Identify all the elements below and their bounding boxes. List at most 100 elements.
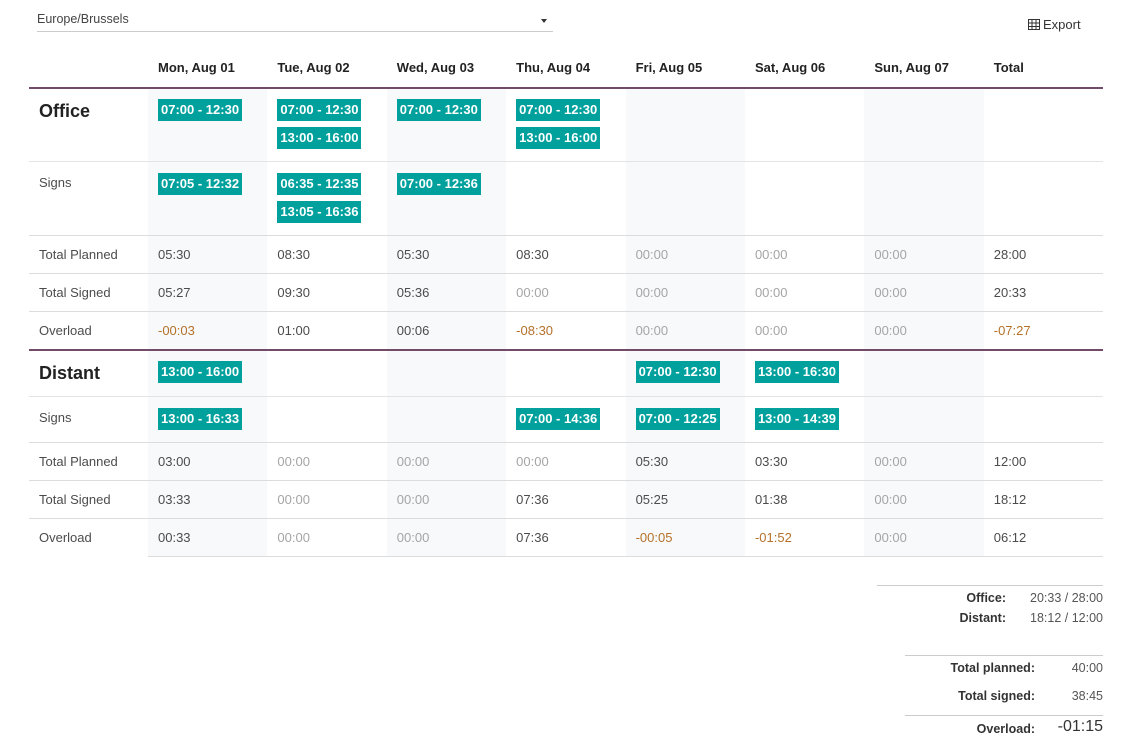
shift-badge[interactable]: 13:05 - 16:36 <box>277 201 362 223</box>
value-cell: 00:00 <box>864 518 984 557</box>
value-cell: 01:00 <box>267 311 387 351</box>
column-header: Sat, Aug 06 <box>744 47 865 89</box>
shift-badge[interactable]: 07:00 - 14:36 <box>516 408 601 430</box>
day-cell: 07:00 - 14:36 <box>506 396 626 443</box>
value-cell: 05:30 <box>625 442 745 481</box>
value-cell: 00:00 <box>864 442 984 481</box>
shift-badge[interactable]: 07:00 - 12:30 <box>277 99 362 121</box>
row-label: Total Signed <box>29 273 148 312</box>
value-cell: 09:30 <box>267 273 387 312</box>
value-cell: 00:00 <box>267 480 387 519</box>
value-cell: 05:30 <box>148 235 268 274</box>
day-cell: 13:00 - 14:39 <box>744 396 865 443</box>
row-label: Office <box>39 101 91 121</box>
total-row: Total Signed 05:27 09:30 05:36 00:00 00:00 00:… <box>29 273 1104 312</box>
day-cell <box>625 88 745 162</box>
shift-badge[interactable]: 13:00 - 16:00 <box>277 127 362 149</box>
summary-value: 38:45 <box>1071 689 1103 703</box>
value-cell: 08:30 <box>506 235 626 274</box>
summary-value: 40:00 <box>1071 661 1103 675</box>
row-label: Total Signed <box>29 480 148 519</box>
value-cell: 18:12 <box>983 480 1104 519</box>
value-cell: 05:30 <box>386 235 507 274</box>
column-header: Total <box>983 47 1104 89</box>
corner <box>29 47 148 89</box>
value-cell: 00:00 <box>864 273 984 312</box>
shift-badge[interactable]: 13:00 - 16:30 <box>754 361 840 383</box>
value-cell: -01:52 <box>744 518 865 557</box>
total-cell <box>984 350 1103 397</box>
shift-badge[interactable]: 13:00 - 16:00 <box>516 127 601 149</box>
day-cell <box>625 161 745 236</box>
value-cell: 00:00 <box>386 480 507 519</box>
day-cell <box>864 350 984 397</box>
shift-badge[interactable]: 07:00 - 12:30 <box>516 99 601 121</box>
value-cell: 00:00 <box>625 235 745 274</box>
export-icon <box>1028 19 1040 30</box>
shift-badge[interactable]: 07:00 - 12:30 <box>635 361 720 383</box>
value-cell: 05:36 <box>386 273 507 312</box>
value-cell: 05:25 <box>625 480 745 519</box>
summary-label: Office: <box>966 591 1006 605</box>
divider <box>905 715 1103 716</box>
value-cell: 05:27 <box>148 273 268 312</box>
value-cell: 00:06 <box>386 311 507 351</box>
signs-row: Signs 07:05 - 12:32 06:35 - 12:35 13:05 - 1… <box>29 161 1104 236</box>
value-cell: 00:00 <box>506 273 626 312</box>
total-row: Total Planned 03:00 00:00 00:00 00:00 05:30 03… <box>29 442 1104 481</box>
divider <box>905 655 1103 656</box>
shift-badge[interactable]: 07:05 - 12:32 <box>158 173 243 195</box>
column-header: Tue, Aug 02 <box>267 47 387 89</box>
total-row: Overload -00:03 01:00 00:06 -08:30 00:00 00:00… <box>29 311 1104 351</box>
value-cell: 00:00 <box>506 442 626 481</box>
shift-badge[interactable]: 07:00 - 12:25 <box>635 408 720 430</box>
value-cell: 00:00 <box>267 518 387 557</box>
day-cell <box>864 88 984 162</box>
shift-badge[interactable]: 13:00 - 16:00 <box>158 361 243 383</box>
shift-badge[interactable]: 07:00 - 12:30 <box>396 99 481 121</box>
day-cell: 07:05 - 12:32 <box>148 161 268 236</box>
shift-badge[interactable]: 13:00 - 14:39 <box>754 408 840 430</box>
column-header: Sun, Aug 07 <box>864 47 984 89</box>
value-cell: 00:00 <box>744 235 865 274</box>
day-cell: 07:00 - 12:30 13:00 - 16:00 <box>506 88 625 162</box>
value-cell: 03:33 <box>148 480 268 519</box>
value-cell: 28:00 <box>983 235 1104 274</box>
day-cell <box>267 350 386 397</box>
summary-label: Total planned: <box>950 661 1036 675</box>
day-cell <box>506 161 626 236</box>
value-cell: 00:00 <box>864 480 984 519</box>
day-cell <box>744 161 865 236</box>
day-cell <box>745 88 864 162</box>
day-cell: 07:00 - 12:25 <box>625 396 745 443</box>
total-row: Overload 00:33 00:00 00:00 07:36 -00:05 -01:52… <box>29 518 1104 557</box>
total-cell <box>983 396 1104 443</box>
row-label: Overload <box>29 518 148 557</box>
column-header: Thu, Aug 04 <box>506 47 626 89</box>
timezone-select[interactable]: Europe/Brussels <box>37 10 553 32</box>
shift-badge[interactable]: 07:00 - 12:30 <box>158 99 243 121</box>
day-cell: 07:00 - 12:30 <box>386 88 507 162</box>
total-cell <box>983 161 1104 236</box>
value-cell: 12:00 <box>983 442 1104 481</box>
timesheet-table: Mon, Aug 01 Tue, Aug 02 Wed, Aug 03 Thu, Au… <box>29 47 1104 557</box>
summary-value: 20:33 / 28:00 <box>1030 591 1103 605</box>
day-cell: 13:00 - 16:30 <box>745 350 864 397</box>
value-cell: 00:00 <box>864 311 984 351</box>
day-cell <box>386 350 507 397</box>
day-cell: 13:00 - 16:00 <box>148 350 268 397</box>
shift-badge[interactable]: 07:00 - 12:36 <box>396 173 481 195</box>
value-cell: 01:38 <box>744 480 865 519</box>
day-cell <box>864 396 984 443</box>
value-cell: 00:00 <box>864 235 984 274</box>
column-header: Mon, Aug 01 <box>148 47 268 89</box>
day-cell: 06:35 - 12:35 13:05 - 16:36 <box>267 161 387 236</box>
value-cell: 00:00 <box>744 311 865 351</box>
shift-badge[interactable]: 13:00 - 16:33 <box>158 408 243 430</box>
summary-value: -01:15 <box>1057 718 1103 735</box>
shift-badge[interactable]: 06:35 - 12:35 <box>277 173 362 195</box>
value-cell: -08:30 <box>506 311 626 351</box>
day-cell: 07:00 - 12:30 <box>148 88 268 162</box>
column-header: Wed, Aug 03 <box>386 47 507 89</box>
export-button[interactable]: Export <box>1028 17 1081 32</box>
